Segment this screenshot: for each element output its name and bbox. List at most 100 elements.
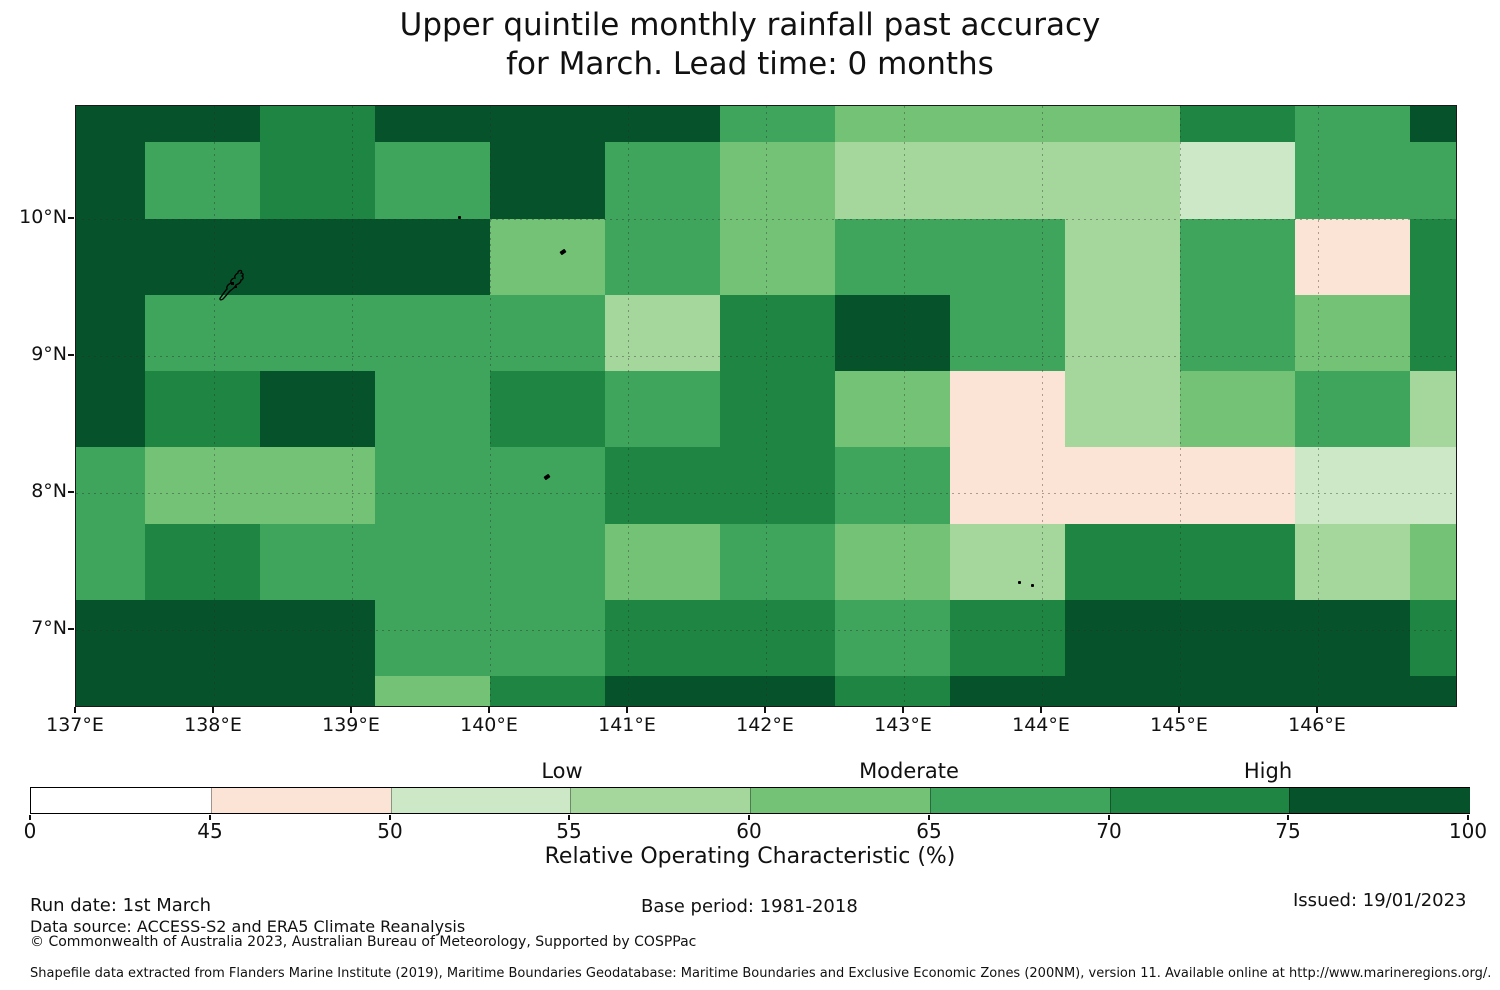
chart-title-line-1: Upper quintile monthly rainfall past acc… [399,7,1101,43]
y-axis-tick-label: 10°N [19,206,67,228]
colorbar-segment [1109,788,1291,813]
heatmap-cell [145,142,260,219]
gridline-horizontal [76,493,1456,494]
gridline-horizontal [76,356,1456,357]
colorbar-tick [748,815,750,820]
heatmap-cell [490,142,605,219]
heatmap-cell [490,219,605,295]
footer-run-date: Run date: 1st March [30,895,212,916]
heatmap-cell [1180,106,1295,142]
x-axis-tick-label: 139°E [322,714,380,736]
colorbar-category-label: Low [541,759,583,783]
colorbar-tick-label: 75 [1275,819,1301,843]
heatmap-cell [145,676,260,706]
heatmap-cell [1295,142,1410,219]
heatmap-cell [1065,371,1180,447]
heatmap-cell [950,295,1065,371]
heatmap-cell [1295,447,1410,524]
colorbar-segment [210,788,392,813]
heatmap-cell [260,676,375,706]
heatmap-cell [1180,447,1295,524]
colorbar-tick-label: 100 [1448,819,1488,843]
heatmap-cell [145,106,260,142]
heatmap-cell [1295,676,1410,706]
heatmap-cell [1295,371,1410,447]
gridline-vertical [490,106,491,706]
island-dot [1031,584,1034,587]
footer-base-period: Base period: 1981-2018 [641,896,858,917]
heatmap-cell [1065,524,1180,600]
heatmap-cell [605,106,720,142]
heatmap-cell [720,295,835,371]
colorbar-tick [568,815,570,820]
colorbar-tick [1287,815,1289,820]
heatmap-cell [260,142,375,219]
colorbar-tick-label: 45 [197,819,223,843]
heatmap-cell [76,676,145,706]
heatmap-cell [835,106,950,142]
heatmap-cell [1410,219,1456,295]
heatmap-cell [375,219,490,295]
footer-copyright: © Commonwealth of Australia 2023, Austra… [30,934,697,950]
gridline-vertical [766,106,767,706]
colorbar-segment [750,788,931,813]
gridline-horizontal [76,219,1456,220]
heatmap-cell [950,600,1065,676]
heatmap-cell [490,524,605,600]
x-axis-tick [626,707,628,713]
colorbar-tick-label: 65 [916,819,942,843]
heatmap-cell [1410,676,1456,706]
x-axis-tick-label: 143°E [874,714,932,736]
colorbar-tick [389,815,391,820]
gridline-vertical [628,106,629,706]
colorbar-segment [929,788,1111,813]
heatmap-cell [145,524,260,600]
heatmap-cell [1410,524,1456,600]
chart-title: Upper quintile monthly rainfall past acc… [0,6,1500,84]
chart-title-line-2: for March. Lead time: 0 months [506,46,994,82]
heatmap-cell [1065,600,1180,676]
heatmap-cell [490,295,605,371]
x-axis-tick-label: 145°E [1150,714,1208,736]
heatmap-cell [76,524,145,600]
heatmap-cell [76,106,145,142]
heatmap-cell [605,447,720,524]
heatmap-cell [1180,524,1295,600]
heatmap-cell [1065,447,1180,524]
heatmap-cell [1180,295,1295,371]
heatmap-cell [375,600,490,676]
x-axis-tick [350,707,352,713]
x-axis-tick [488,707,490,713]
heatmap-cell [835,142,950,219]
gridline-vertical [1042,106,1043,706]
heatmap-cell [1295,106,1410,142]
gridline-vertical [1180,106,1181,706]
y-axis-tick-label: 7°N [31,617,67,639]
heatmap-cell [835,600,950,676]
heatmap-cell [1295,600,1410,676]
gridline-vertical [214,106,215,706]
heatmap-cell [605,524,720,600]
heatmap-cell [490,600,605,676]
heatmap-cell [1295,524,1410,600]
heatmap-cell [1410,600,1456,676]
colorbar-tick-label: 60 [736,819,762,843]
x-axis-tick [74,707,76,713]
colorbar-segment [570,788,751,813]
heatmap-cell [1180,142,1295,219]
heatmap-cell [145,371,260,447]
heatmap-cell [605,295,720,371]
heatmap-cell [605,676,720,706]
heatmap-cell [260,600,375,676]
heatmap-cell [1180,600,1295,676]
heatmap-cell [720,676,835,706]
heatmap-cell [605,142,720,219]
heatmap-cell [375,295,490,371]
heatmap-cell [260,524,375,600]
heatmap-cell [1065,106,1180,142]
heatmap-cell [720,106,835,142]
heatmap-cell [1295,295,1410,371]
colorbar-tick [1467,815,1469,820]
heatmap-cell [375,371,490,447]
